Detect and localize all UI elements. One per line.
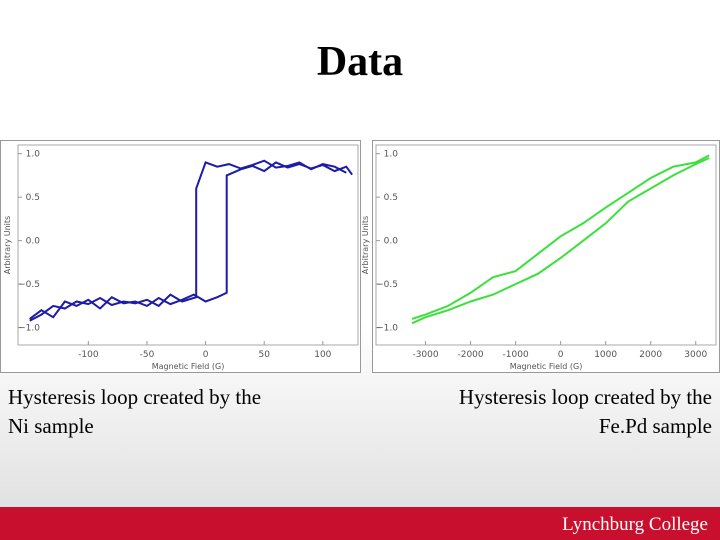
y-tick-label: 0.5: [384, 193, 398, 203]
x-tick-label: -100: [78, 350, 99, 360]
x-tick-label: -2000: [457, 350, 483, 360]
data-line: [29, 161, 353, 320]
y-axis-label: Arbitrary Units: [361, 216, 370, 274]
y-tick-label: −0.5: [18, 280, 40, 290]
x-tick-label: 3000: [684, 350, 707, 360]
plot-frame: [375, 144, 717, 346]
y-tick-label: 1.0: [384, 150, 399, 160]
slide-title: Data: [317, 39, 403, 85]
x-tick-label: -3000: [412, 350, 438, 360]
caption-line: Hysteresis loop created by the: [459, 385, 712, 409]
caption-line: Fe.Pd sample: [599, 414, 712, 438]
x-tick-label: 0: [203, 350, 209, 360]
x-tick-label: -50: [140, 350, 155, 360]
y-tick-label: 0.5: [26, 193, 40, 203]
x-tick-label: 100: [314, 350, 331, 360]
y-tick-label: −1.0: [18, 324, 40, 334]
x-axis-label: Magnetic Field (G): [510, 362, 583, 371]
y-tick-label: −0.5: [376, 280, 398, 290]
logo-text: Lynchburg College: [562, 514, 708, 535]
data-line: [411, 154, 710, 320]
x-tick-label: 50: [258, 350, 270, 360]
x-tick-label: 2000: [639, 350, 662, 360]
y-tick-label: 0.0: [384, 237, 399, 247]
y-tick-label: 0.0: [26, 237, 41, 247]
x-tick-label: 0: [558, 350, 564, 360]
caption-line: Ni sample: [8, 414, 94, 438]
plot-frame: [17, 144, 359, 346]
chart-frame: [372, 140, 720, 373]
caption-line: Hysteresis loop created by the: [8, 385, 261, 409]
x-tick-label: -1000: [503, 350, 529, 360]
chart-frame: [0, 140, 361, 373]
data-line: [411, 157, 710, 325]
footer-bar: [0, 507, 720, 540]
x-tick-label: 1000: [594, 350, 617, 360]
data-line: [29, 159, 347, 322]
x-axis-label: Magnetic Field (G): [152, 362, 225, 371]
y-tick-label: −1.0: [376, 324, 398, 334]
y-axis-label: Arbitrary Units: [3, 216, 12, 274]
y-tick-label: 1.0: [26, 150, 41, 160]
